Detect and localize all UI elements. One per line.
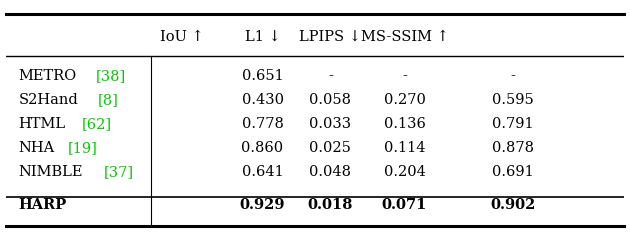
Text: IoU ↑: IoU ↑ (161, 30, 204, 44)
Text: NHA: NHA (19, 141, 55, 155)
Text: -: - (510, 69, 515, 83)
Text: HARP: HARP (19, 198, 67, 212)
Text: [38]: [38] (95, 69, 125, 83)
Text: [62]: [62] (81, 117, 112, 131)
Text: -: - (328, 69, 333, 83)
Text: 0.651: 0.651 (242, 69, 284, 83)
Text: 0.018: 0.018 (307, 198, 353, 212)
Text: S2Hand: S2Hand (19, 93, 78, 107)
Text: METRO: METRO (19, 69, 77, 83)
Text: 0.136: 0.136 (384, 117, 425, 131)
Text: -: - (402, 69, 407, 83)
Text: 0.204: 0.204 (384, 165, 425, 179)
Text: 0.048: 0.048 (309, 165, 352, 179)
Text: 0.878: 0.878 (491, 141, 534, 155)
Text: 0.691: 0.691 (491, 165, 534, 179)
Text: 0.860: 0.860 (241, 141, 284, 155)
Text: HTML: HTML (19, 117, 66, 131)
Text: 0.114: 0.114 (384, 141, 425, 155)
Text: NIMBLE: NIMBLE (19, 165, 83, 179)
Text: 0.778: 0.778 (241, 117, 284, 131)
Text: 0.902: 0.902 (490, 198, 536, 212)
Text: L1 ↓: L1 ↓ (244, 30, 280, 44)
Text: MS-SSIM ↑: MS-SSIM ↑ (360, 30, 449, 44)
Text: 0.058: 0.058 (309, 93, 352, 107)
Text: LPIPS ↓: LPIPS ↓ (299, 30, 362, 44)
Text: 0.033: 0.033 (309, 117, 352, 131)
Text: 0.929: 0.929 (240, 198, 285, 212)
Text: 0.641: 0.641 (242, 165, 284, 179)
Text: 0.430: 0.430 (241, 93, 284, 107)
Text: 0.025: 0.025 (309, 141, 352, 155)
Text: 0.595: 0.595 (491, 93, 534, 107)
Text: 0.071: 0.071 (382, 198, 427, 212)
Text: 0.791: 0.791 (492, 117, 534, 131)
Text: [19]: [19] (67, 141, 98, 155)
Text: [8]: [8] (97, 93, 118, 107)
Text: 0.270: 0.270 (384, 93, 425, 107)
Text: [37]: [37] (103, 165, 134, 179)
